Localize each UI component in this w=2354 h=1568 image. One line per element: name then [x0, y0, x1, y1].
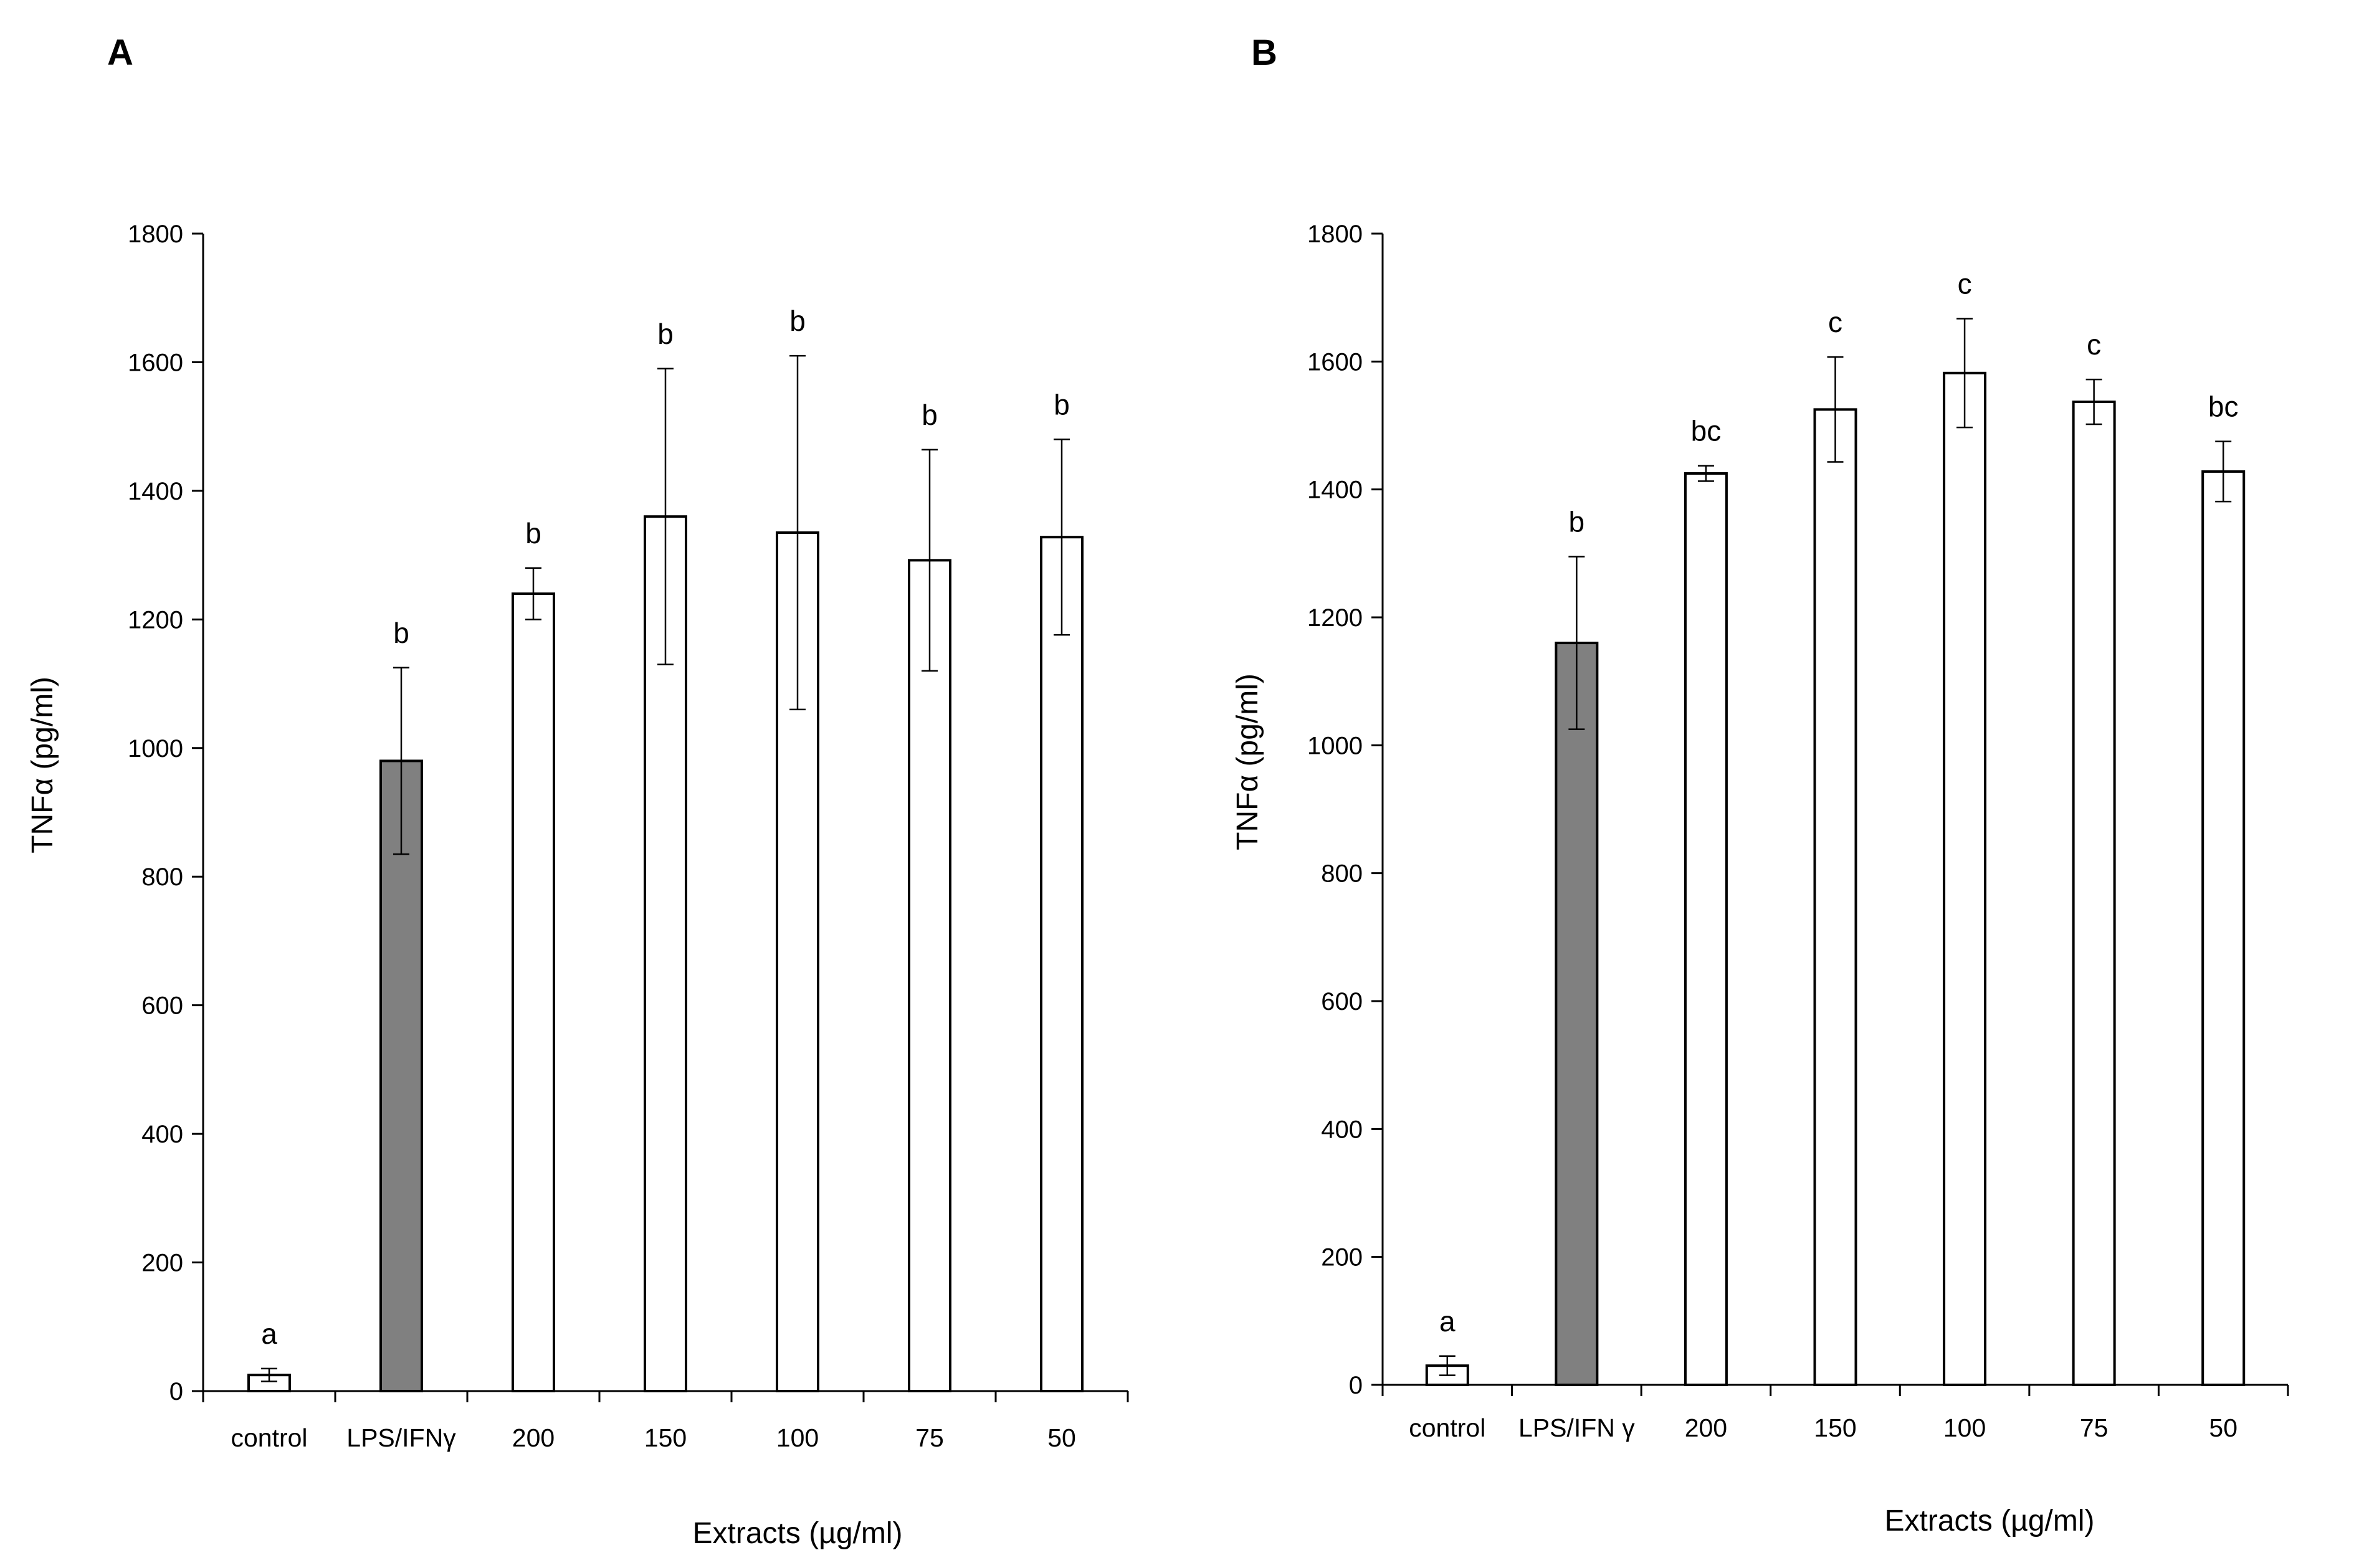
panel-a-y-tick-label: 1400	[128, 478, 183, 505]
panel-b-error-bar	[2215, 440, 2232, 503]
panel-a-category-label: 100	[776, 1423, 819, 1452]
panel-b-category-label: 50	[2209, 1414, 2237, 1442]
panel-b-category-label: 200	[1685, 1414, 1727, 1442]
panel-b-error-bar	[1439, 1355, 1456, 1376]
panel-a-significance-label: b	[1054, 388, 1070, 421]
panel-a-significance-label: b	[657, 318, 674, 350]
panel-b-error-bar	[1697, 465, 1714, 482]
panel-b-y-tick-label: 1200	[1307, 604, 1363, 632]
panel-a-y-tick-label: 200	[141, 1250, 183, 1277]
panel-b-significance-label: c	[2087, 328, 2101, 361]
panel-a-y-tick-label: 1200	[128, 606, 183, 634]
panel-b-y-axis-title: TNFα (pg/ml)	[1231, 673, 1264, 850]
panel-b-y-tick-label: 1600	[1307, 348, 1363, 376]
panel-b-significance-label: c	[1828, 306, 1842, 338]
panel-a-error-bar	[657, 368, 674, 665]
panel-b-bar	[2201, 470, 2246, 1386]
panel-b-bar	[1813, 408, 1857, 1386]
panel-b-category-label: 75	[2080, 1414, 2109, 1442]
panel-a-significance-label: b	[922, 399, 938, 431]
panel-b-y-tick-label: 400	[1321, 1116, 1363, 1143]
panel-b-significance-label: b	[1569, 505, 1585, 538]
panel-a-error-bar	[261, 1367, 277, 1382]
panel-a-bar	[908, 559, 951, 1392]
panel-a-error-bar	[922, 449, 938, 672]
panel-a-y-tick-label: 400	[141, 1121, 183, 1148]
panel-a-x-axis-title: Extracts (µg/ml)	[692, 1517, 902, 1550]
panel-b-category-label: control	[1409, 1414, 1485, 1442]
panel-b-significance-label: a	[1439, 1305, 1456, 1338]
panel-a: A TNFα (pg/ml) Extracts (µg/ml) 0 200 400 6…	[26, 32, 1129, 1550]
panel-a-error-bar	[393, 667, 409, 855]
panel-b-letter: B	[1251, 32, 1277, 73]
panel-a-y-tick-label: 600	[141, 992, 183, 1020]
panel-b: B TNFα (pg/ml) Extracts (µg/ml) 0 200 400 6…	[1231, 32, 2289, 1537]
panel-b-significance-label: bc	[2208, 391, 2239, 423]
panel-a-y-tick-label: 1600	[128, 349, 183, 376]
panel-b-y-tick-label: 1400	[1307, 477, 1363, 504]
panel-a-y-tick-label: 1000	[128, 735, 183, 763]
panel-b-bar	[1555, 642, 1599, 1386]
panel-b-category-label: 100	[1943, 1414, 1986, 1442]
panel-a-significance-label: a	[261, 1318, 277, 1350]
panel-a-category-label: control	[231, 1423, 307, 1452]
panel-b-bar	[2072, 401, 2116, 1386]
panel-a-significance-label: b	[789, 305, 806, 337]
panel-a-category-label: 150	[644, 1423, 687, 1452]
panel-b-error-bar	[1827, 356, 1844, 463]
panel-a-letter: A	[107, 32, 133, 73]
panel-b-y-tick-label: 800	[1321, 860, 1363, 888]
panel-a-y-tick-label: 800	[141, 863, 183, 891]
panel-b-error-bar	[1956, 318, 1973, 429]
panel-b-y-tick-label: 0	[1349, 1372, 1363, 1399]
panel-a-significance-label: b	[525, 517, 541, 549]
panel-a-error-bar	[1054, 439, 1070, 636]
panel-a-category-label: 75	[915, 1423, 944, 1452]
panel-b-error-bar	[1568, 556, 1585, 730]
panel-a-significance-label: b	[393, 617, 409, 649]
panel-a-y-tick-label: 1800	[128, 221, 183, 248]
panel-b-category-label: 150	[1814, 1414, 1856, 1442]
panel-a-category-label: 50	[1047, 1423, 1076, 1452]
panel-b-bar	[1943, 371, 1987, 1386]
panel-b-y-tick-label: 600	[1321, 988, 1363, 1015]
panel-a-y-tick-label: 0	[169, 1378, 183, 1405]
panel-b-y-tick-label: 1800	[1307, 221, 1363, 248]
panel-a-plot-area: 0 200 400 600 800 1000 1200 1400 1600 1800 a contro…	[128, 221, 1129, 1452]
panel-a-bar	[379, 759, 423, 1392]
panel-a-y-axis-title: TNFα (pg/ml)	[26, 677, 59, 853]
panel-a-bar	[1040, 536, 1084, 1392]
panel-a-bar	[512, 592, 555, 1392]
panel-b-plot-area: 0 200 400 600 800 1000 1200 1400 1600 1800 a contro…	[1307, 221, 2289, 1442]
panel-a-category-label: LPS/IFNγ	[346, 1423, 456, 1452]
panel-a-error-bar	[525, 567, 541, 620]
panel-b-error-bar	[2085, 378, 2102, 425]
panel-a-error-bar	[789, 354, 806, 711]
panel-b-x-axis-title: Extracts (µg/ml)	[1884, 1504, 2094, 1537]
panel-b-y-tick-label: 1000	[1307, 732, 1363, 759]
panel-b-significance-label: c	[1958, 268, 1972, 300]
panel-a-category-label: 200	[512, 1423, 555, 1452]
panel-b-significance-label: bc	[1691, 415, 1722, 447]
panel-b-y-tick-label: 200	[1321, 1244, 1363, 1271]
panel-b-bar	[1684, 472, 1728, 1386]
panel-b-category-label: LPS/IFN γ	[1518, 1414, 1635, 1442]
